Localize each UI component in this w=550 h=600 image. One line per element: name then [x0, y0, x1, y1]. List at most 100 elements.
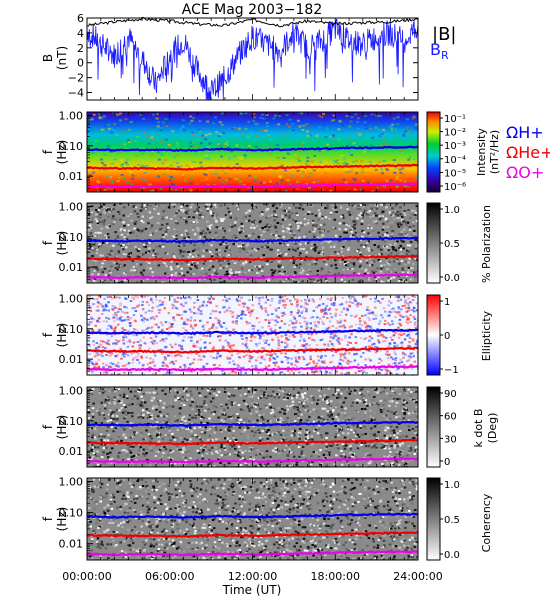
- heatmap-cell: [373, 364, 376, 367]
- heatmap-cell: [221, 281, 224, 283]
- heatmap-cell: [393, 171, 397, 174]
- heatmap-cell: [220, 168, 224, 171]
- heatmap-cell: [152, 113, 156, 116]
- heatmap-cell: [107, 274, 111, 277]
- heatmap-cell: [265, 367, 268, 370]
- heatmap-body: [87, 387, 418, 467]
- heatmap-cell: [335, 370, 338, 373]
- heatmap-cell: [283, 270, 286, 273]
- heatmap-cell: [247, 387, 251, 390]
- heatmap-cell: [127, 224, 130, 226]
- heatmap-cell: [118, 213, 122, 215]
- heatmap-cell: [274, 364, 277, 367]
- heatmap-cell: [335, 416, 338, 419]
- heatmap-cell: [365, 241, 369, 244]
- heatmap-cell: [224, 250, 227, 253]
- heatmap-cell: [359, 388, 363, 391]
- heatmap-cell: [351, 268, 354, 271]
- heatmap-cell: [189, 352, 193, 355]
- heatmap-cell: [372, 241, 375, 244]
- heatmap-cell: [267, 215, 271, 218]
- heatmap-cell: [217, 261, 221, 264]
- heatmap-cell: [120, 245, 123, 247]
- heatmap-cell: [133, 334, 136, 337]
- heatmap-cell: [362, 211, 366, 214]
- heatmap-cell: [321, 229, 324, 232]
- heatmap-cell: [398, 222, 401, 225]
- heatmap-cell: [268, 391, 272, 394]
- heatmap-cell: [159, 228, 162, 231]
- heatmap-cell: [352, 220, 356, 223]
- heatmap-cell: [193, 262, 196, 265]
- heatmap-cell: [197, 307, 200, 310]
- heatmap-cell: [183, 250, 187, 253]
- heatmap-cell: [228, 157, 232, 160]
- heatmap-cell: [114, 355, 117, 357]
- heatmap-cell: [200, 165, 204, 168]
- heatmap-cell: [126, 139, 130, 142]
- heatmap-cell: [290, 313, 293, 316]
- heatmap-cell: [312, 278, 315, 281]
- heatmap-cell: [257, 356, 260, 359]
- heatmap-cell: [311, 219, 315, 222]
- heatmap-cell: [190, 266, 194, 269]
- heatmap-cell: [208, 439, 212, 442]
- heatmap-cell: [95, 209, 98, 211]
- heatmap-cell: [367, 276, 370, 279]
- heatmap-cell: [114, 339, 118, 342]
- heatmap-cell: [383, 186, 386, 189]
- heatmap-cell: [287, 324, 291, 327]
- heatmap-cell: [251, 304, 255, 307]
- heatmap-cell: [306, 156, 310, 159]
- heatmap-cell: [183, 369, 186, 372]
- heatmap-cell: [150, 129, 153, 132]
- heatmap-cell: [199, 358, 203, 361]
- heatmap-cell: [157, 175, 161, 178]
- heatmap-cell: [376, 391, 379, 394]
- heatmap-cell: [221, 332, 225, 335]
- heatmap-cell: [393, 431, 396, 434]
- heatmap-cell: [268, 359, 272, 362]
- heatmap-cell: [252, 233, 255, 235]
- heatmap-cell: [321, 320, 324, 323]
- heatmap-cell: [323, 313, 326, 316]
- heatmap-cell: [133, 440, 136, 443]
- heatmap-cell: [365, 239, 369, 242]
- heatmap-cell: [228, 297, 231, 300]
- heatmap-cell: [332, 162, 336, 164]
- heatmap-cell: [258, 425, 261, 428]
- heatmap-cell: [321, 207, 324, 210]
- heatmap-cell: [343, 404, 347, 407]
- heatmap-cell: [92, 139, 96, 142]
- heatmap-cell: [383, 434, 386, 437]
- heatmap-cell: [345, 313, 348, 316]
- heatmap-cell: [139, 113, 143, 116]
- ytick-label: 0.01: [59, 353, 84, 366]
- heatmap-cell: [324, 307, 327, 310]
- heatmap-cell: [119, 394, 122, 397]
- heatmap-cell: [392, 117, 396, 120]
- heatmap-cell: [251, 208, 255, 211]
- ytick-label: 0.10: [59, 140, 84, 153]
- heatmap-cell: [266, 419, 270, 422]
- heatmap-cell: [277, 431, 280, 434]
- heatmap-cell: [110, 222, 114, 225]
- heatmap-cell: [403, 185, 407, 188]
- heatmap-cell: [170, 182, 174, 185]
- heatmap-cell: [223, 242, 226, 245]
- heatmap-cell: [365, 259, 369, 262]
- gyrofreq-line-h_plus: [87, 145, 418, 152]
- heatmap-cell: [312, 228, 315, 231]
- heatmap-cell: [165, 372, 168, 375]
- heatmap-cell: [286, 271, 289, 274]
- heatmap-cell: [244, 128, 248, 130]
- heatmap-cell: [104, 234, 107, 237]
- heatmap-cell: [392, 218, 396, 221]
- heatmap-cell: [406, 244, 410, 247]
- heatmap-cell: [121, 163, 125, 166]
- heatmap-cell: [159, 321, 163, 324]
- heatmap-cell: [127, 215, 130, 218]
- heatmap-cell: [415, 232, 418, 235]
- heatmap-cell: [123, 279, 127, 282]
- heatmap-cell: [174, 306, 178, 309]
